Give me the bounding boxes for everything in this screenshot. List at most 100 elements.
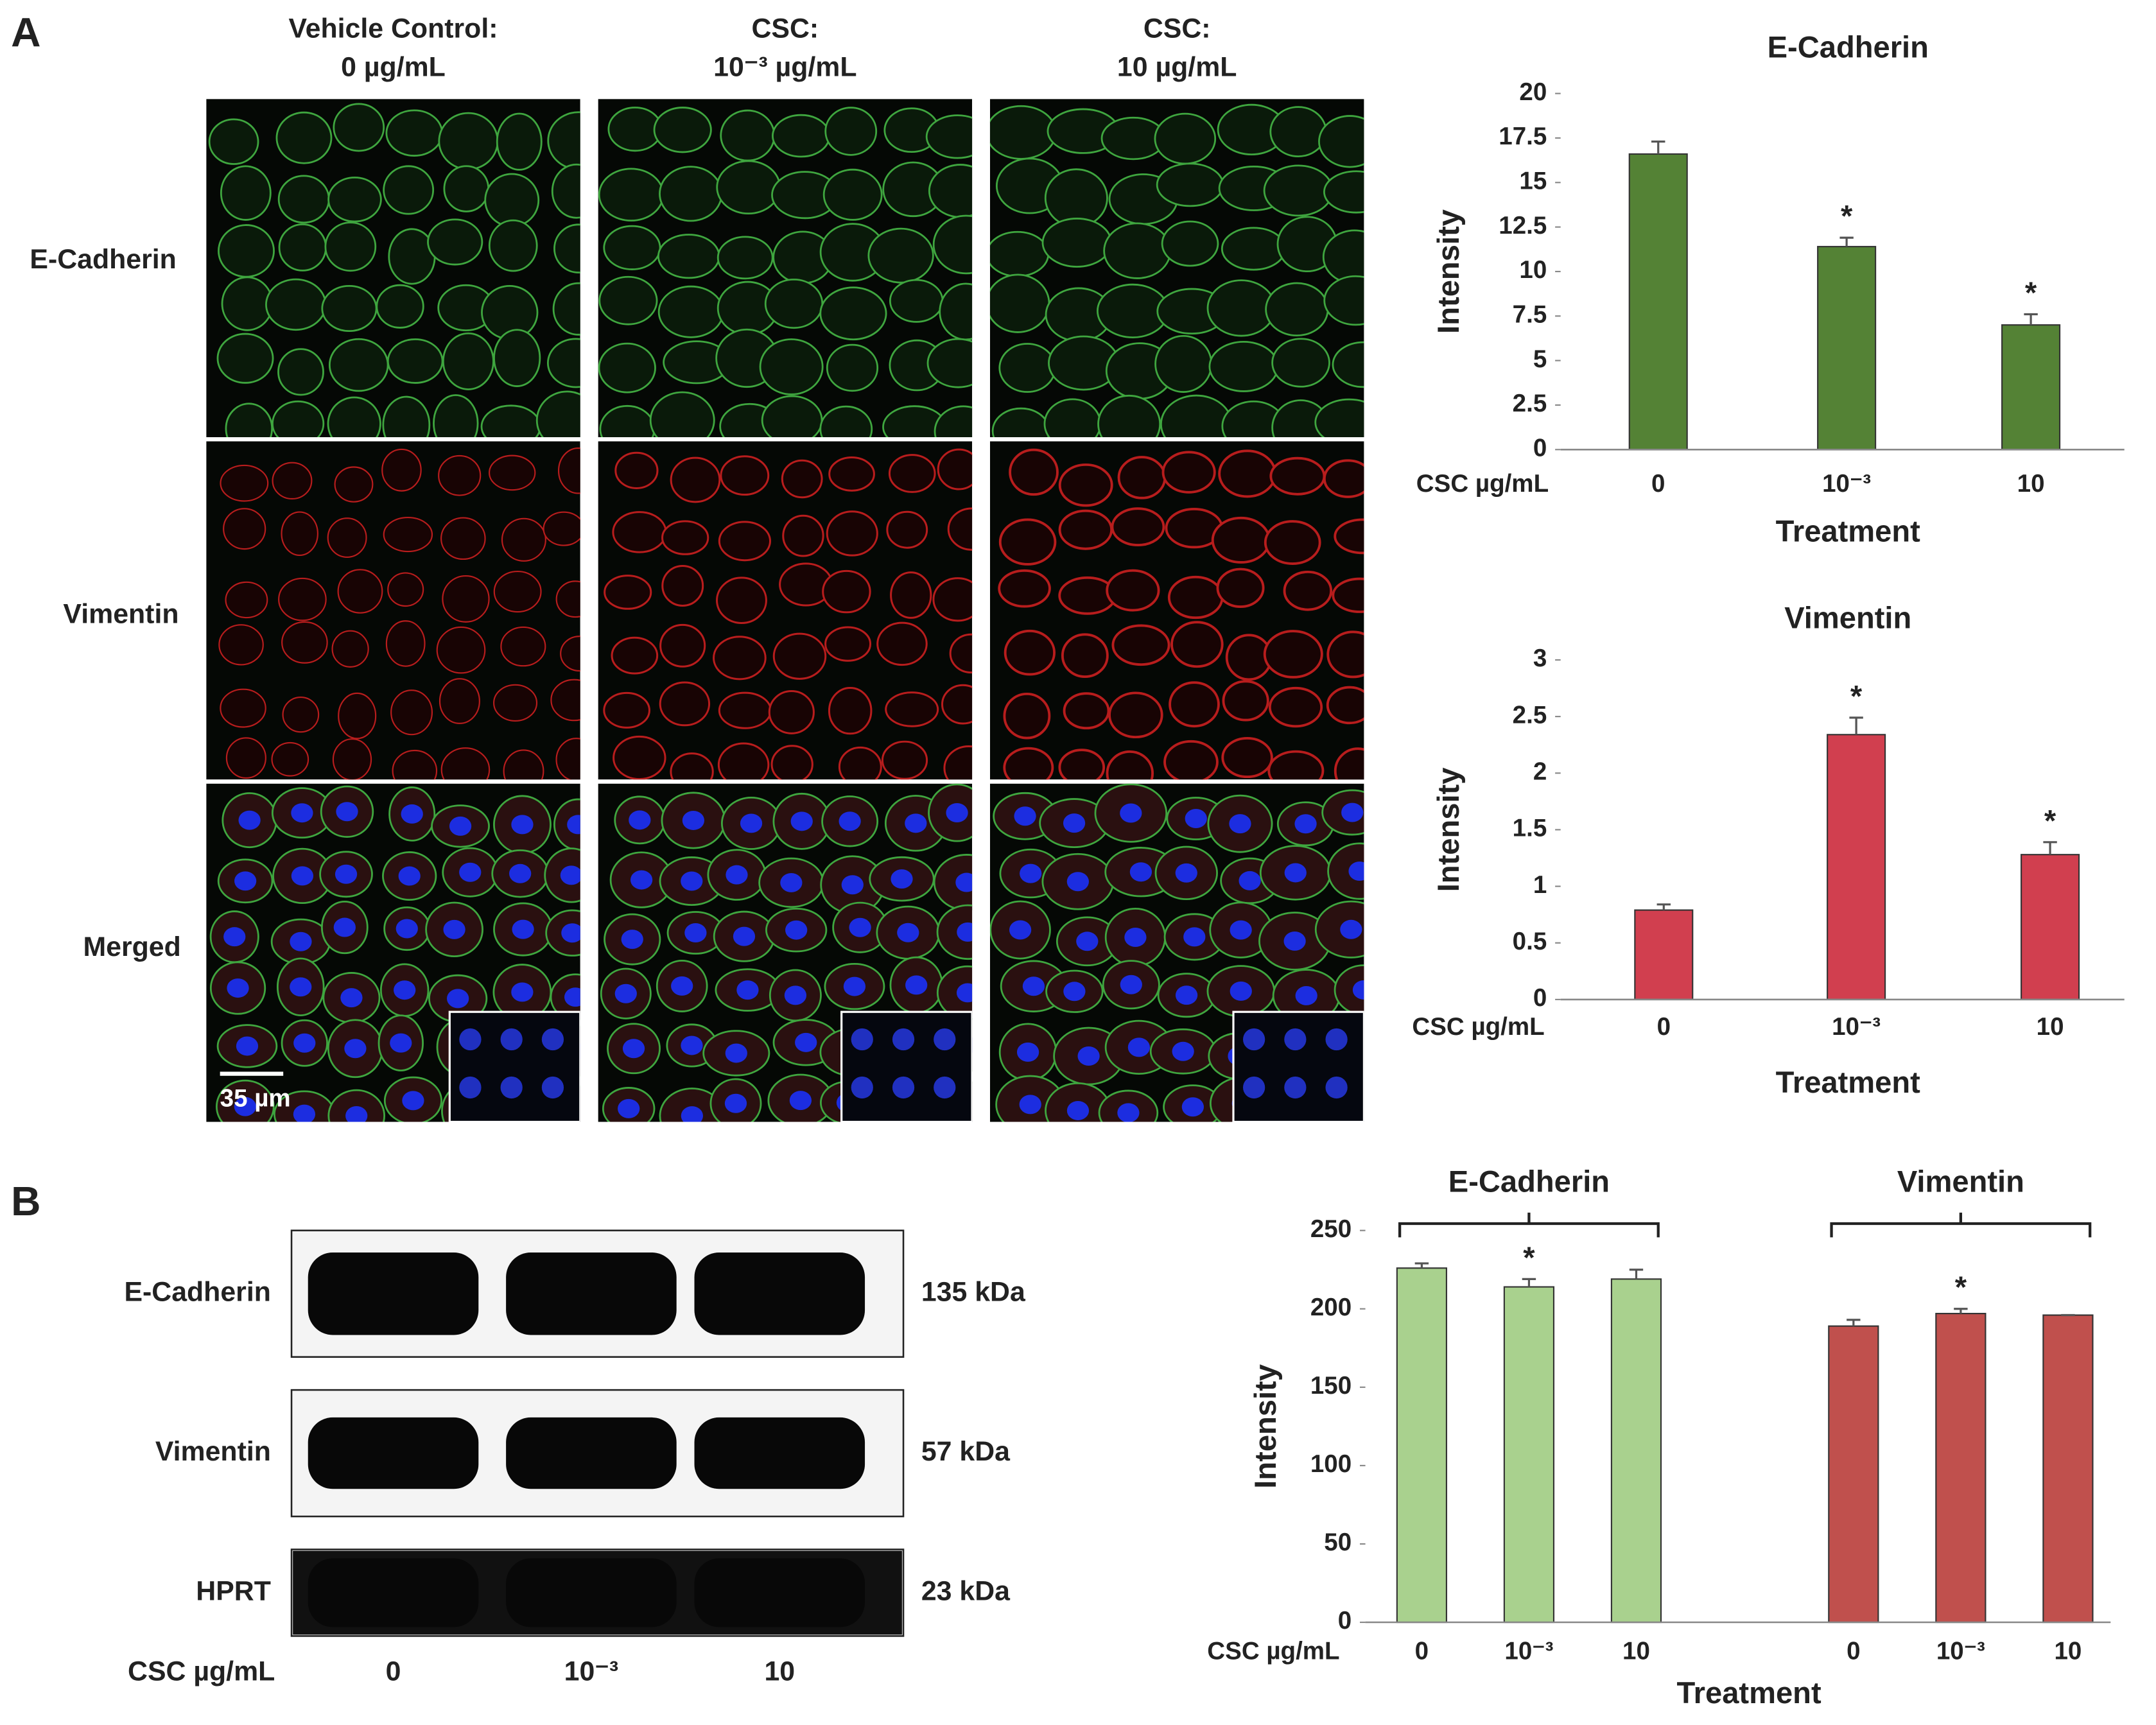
x-prefix: CSC µg/mL: [1412, 1013, 1544, 1041]
cell: [598, 275, 658, 325]
nucleus: [291, 866, 314, 886]
x-tick-label: 10: [1622, 1637, 1650, 1665]
y-tick-label: 2.5: [1513, 701, 1547, 729]
cell: [936, 904, 973, 960]
cell: [265, 278, 327, 331]
cell: [989, 230, 1050, 277]
group-bracket: [1830, 1212, 2092, 1238]
cell: [659, 681, 711, 727]
nucleus: [622, 1039, 645, 1059]
y-tick-label: 17.5: [1499, 123, 1547, 150]
cell: [1106, 569, 1160, 612]
cell: [653, 107, 712, 153]
nucleus: [1117, 1103, 1140, 1122]
nucleus: [740, 813, 763, 833]
cell: [720, 109, 776, 162]
nucleus: [1066, 872, 1089, 892]
nucleus: [561, 923, 580, 943]
cell: [822, 569, 871, 614]
cell: [659, 166, 723, 222]
cell: [1061, 633, 1109, 679]
nucleus: [1348, 861, 1364, 881]
cell: [1170, 621, 1224, 668]
cell: [282, 696, 320, 733]
y-tick-label: 3: [1533, 645, 1547, 672]
y-axis-label: Intensity: [1431, 209, 1465, 334]
micrograph: [598, 441, 973, 780]
cell: [383, 517, 433, 553]
cell: [1041, 218, 1113, 268]
nucleus: [790, 811, 813, 831]
micrograph: [989, 441, 1364, 780]
cell: [220, 464, 269, 502]
nucleus: [447, 989, 469, 1009]
cell: [838, 746, 882, 780]
cell: [552, 282, 580, 336]
error-bar: [1849, 716, 1863, 735]
micrograph: [989, 783, 1364, 1122]
cell: [819, 286, 887, 341]
cell: [1314, 900, 1364, 958]
error-bar: [1847, 1319, 1861, 1326]
cell: [223, 508, 266, 550]
inset: [448, 1010, 580, 1122]
cell: [376, 284, 424, 329]
cell: [782, 514, 824, 557]
cell: [543, 511, 580, 546]
cell: [281, 511, 318, 556]
y-tick-label: 150: [1310, 1372, 1352, 1400]
column-header: CSC:: [1143, 13, 1211, 44]
x-axis-label: Treatment: [1676, 1676, 1821, 1710]
nucleus: [396, 919, 418, 939]
nucleus: [1022, 976, 1045, 996]
cell: [649, 391, 715, 438]
y-tick-label: 12.5: [1499, 212, 1547, 239]
cell: [278, 577, 327, 621]
nucleus: [223, 927, 246, 947]
y-tick-label: 0.5: [1513, 928, 1547, 955]
cell: [824, 626, 872, 662]
row-label: Vimentin: [63, 599, 178, 630]
cell: [493, 329, 541, 387]
cell: [1154, 112, 1217, 165]
cell: [557, 447, 580, 494]
cell: [496, 112, 543, 171]
column-header: 10⁻³ µg/mL: [713, 51, 856, 82]
bar: [1827, 734, 1886, 1000]
cell: [670, 752, 714, 780]
nucleus: [1229, 814, 1251, 834]
cell: [383, 165, 435, 215]
blot-band: [308, 1558, 479, 1627]
cell: [772, 632, 827, 680]
cell: [382, 395, 431, 438]
cell: [828, 456, 875, 492]
cell: [436, 626, 486, 674]
nucleus: [839, 811, 861, 831]
inset-nucleus: [500, 1028, 523, 1051]
nucleus: [509, 863, 532, 883]
cell: [932, 577, 973, 622]
column-header: Vehicle Control:: [288, 13, 498, 44]
blot-size: 23 kDa: [921, 1575, 1011, 1606]
cell: [998, 518, 1057, 566]
lane-label: 10⁻³: [564, 1656, 619, 1687]
nucleus: [957, 922, 973, 942]
bar: [1817, 246, 1877, 451]
cell: [440, 747, 491, 780]
cell: [493, 684, 538, 722]
blot-protein: Vimentin: [155, 1436, 271, 1467]
y-tick-label: 20: [1519, 78, 1547, 106]
nucleus: [1127, 1037, 1151, 1057]
cell: [489, 455, 536, 491]
blot-band: [308, 1417, 479, 1489]
cell: [657, 285, 724, 338]
nucleus: [402, 1091, 424, 1111]
inset-nucleus: [1325, 1076, 1348, 1099]
cell: [275, 111, 333, 164]
nucleus: [1284, 863, 1307, 883]
nucleus: [849, 917, 871, 937]
cell: [1009, 448, 1059, 496]
cell: [890, 571, 932, 619]
nucleus: [905, 813, 927, 833]
cell: [1323, 459, 1364, 498]
